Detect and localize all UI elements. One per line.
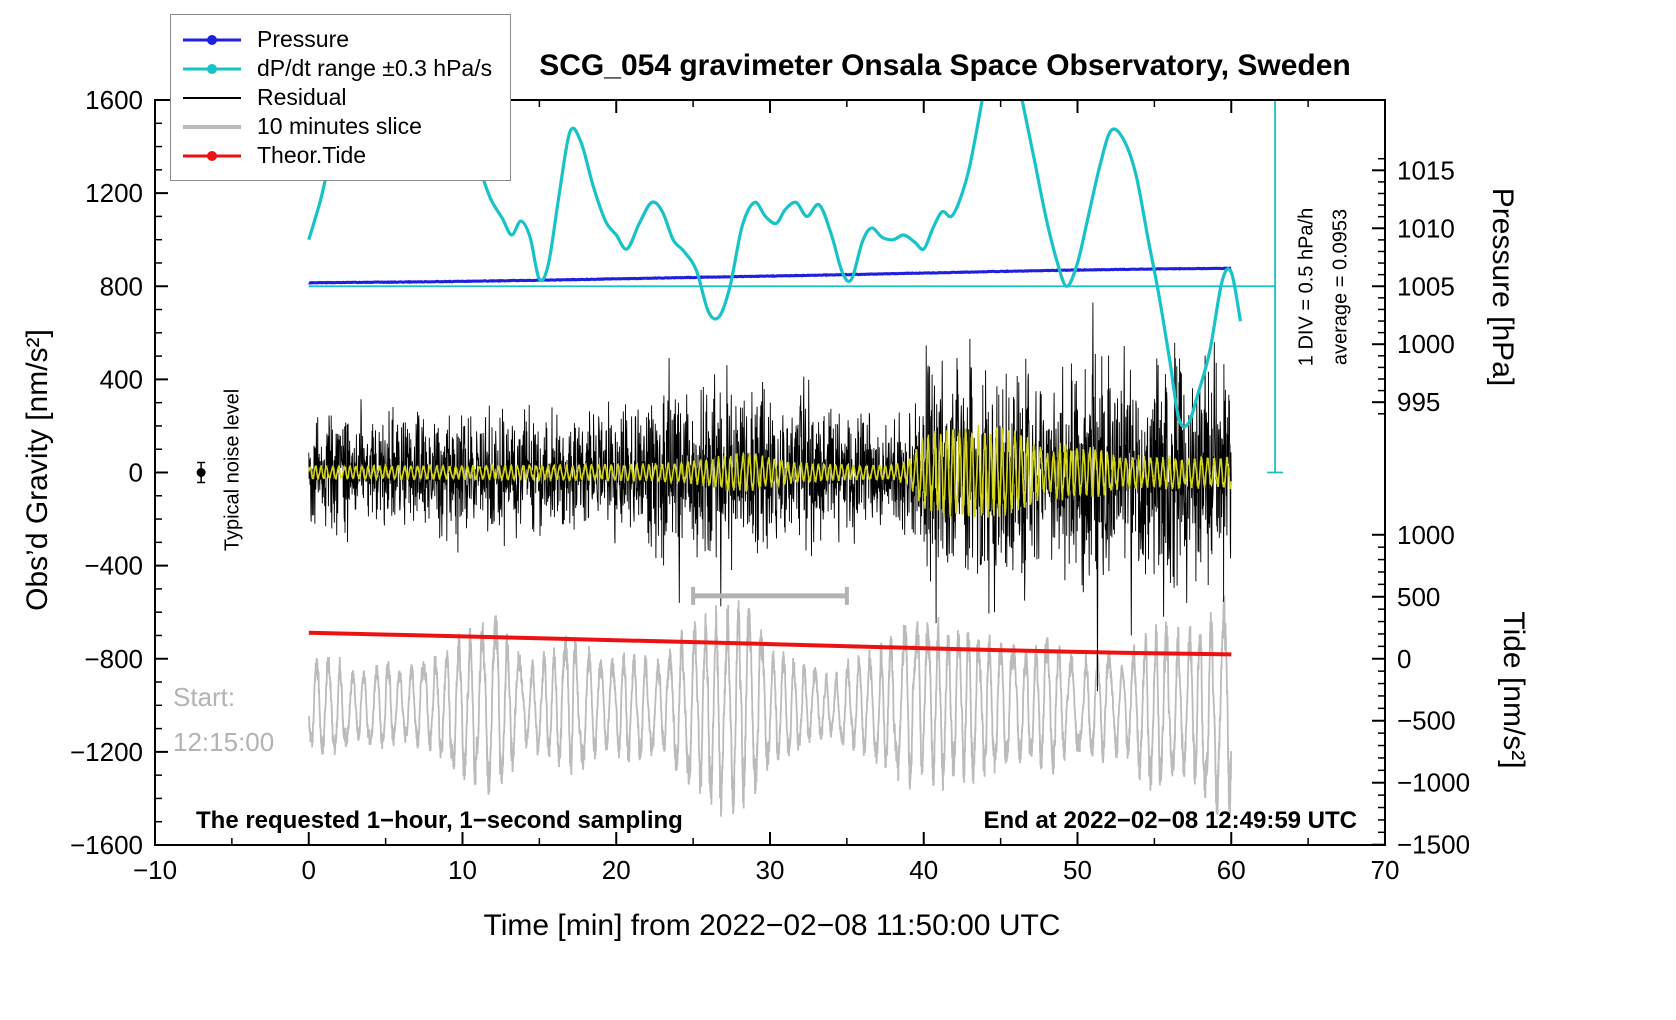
legend-label: 10 minutes slice xyxy=(257,113,422,139)
legend: Pressure dP/dt range ±0.3 hPa/s Residual 10… xyxy=(170,14,512,181)
svg-text:−1000: −1000 xyxy=(1397,768,1470,798)
svg-text:0: 0 xyxy=(1397,644,1411,674)
legend-item: Pressure xyxy=(183,25,492,54)
svg-text:−1500: −1500 xyxy=(1397,830,1470,860)
legend-item: Residual xyxy=(183,83,492,112)
svg-text:1010: 1010 xyxy=(1397,213,1455,243)
legend-marker-icon xyxy=(183,150,241,162)
sampling-note: The requested 1−hour, 1−second sampling xyxy=(196,807,683,834)
legend-marker-icon xyxy=(183,63,241,75)
svg-text:−800: −800 xyxy=(84,644,143,674)
svg-text:1600: 1600 xyxy=(85,85,143,115)
legend-label: dP/dt range ±0.3 hPa/s xyxy=(257,55,493,81)
svg-text:−1200: −1200 xyxy=(70,737,143,767)
end-note: End at 2022−02−08 12:49:59 UTC xyxy=(983,807,1357,834)
chart-title: SCG_054 gravimeter Onsala Space Observat… xyxy=(539,49,1351,82)
legend-item: Theor.Tide xyxy=(183,141,492,170)
legend-label: Residual xyxy=(257,84,347,110)
svg-text:500: 500 xyxy=(1397,582,1440,612)
div-scale-label: 1 DIV = 0.5 hPa/h xyxy=(1295,207,1318,367)
legend-marker-icon xyxy=(183,121,241,133)
svg-text:−10: −10 xyxy=(133,855,177,885)
svg-text:70: 70 xyxy=(1371,855,1400,885)
legend-item: 10 minutes slice xyxy=(183,112,492,141)
svg-text:−500: −500 xyxy=(1397,706,1456,736)
svg-text:30: 30 xyxy=(756,855,785,885)
svg-text:400: 400 xyxy=(100,364,143,394)
svg-text:10: 10 xyxy=(448,855,477,885)
legend-label: Theor.Tide xyxy=(257,142,367,168)
svg-text:800: 800 xyxy=(100,271,143,301)
svg-text:1000: 1000 xyxy=(1397,329,1455,359)
svg-text:1200: 1200 xyxy=(85,178,143,208)
typical-noise-label: Typical noise level xyxy=(221,388,244,552)
average-label: average = 0.0953 xyxy=(1329,208,1352,366)
pressure-axis-label: Pressure [hPa] xyxy=(1486,187,1519,387)
svg-text:1015: 1015 xyxy=(1397,155,1455,185)
svg-text:0: 0 xyxy=(302,855,316,885)
start-time: 12:15:00 xyxy=(173,727,275,757)
svg-text:60: 60 xyxy=(1217,855,1246,885)
gravity-axis-label: Obs’d Gravity [nm/s²] xyxy=(21,329,54,611)
legend-marker-icon xyxy=(183,92,241,104)
legend-marker-icon xyxy=(183,34,241,46)
svg-text:−400: −400 xyxy=(84,551,143,581)
svg-text:0: 0 xyxy=(129,458,143,488)
legend-label: Pressure xyxy=(257,26,350,52)
legend-item: dP/dt range ±0.3 hPa/s xyxy=(183,54,492,83)
svg-text:−1600: −1600 xyxy=(70,830,143,860)
svg-text:1005: 1005 xyxy=(1397,271,1455,301)
svg-text:995: 995 xyxy=(1397,387,1440,417)
svg-text:50: 50 xyxy=(1063,855,1092,885)
tide-axis-label: Tide [nm/s²] xyxy=(1497,611,1530,769)
svg-text:40: 40 xyxy=(909,855,938,885)
start-label: Start: xyxy=(173,682,236,712)
x-axis-label: Time [min] from 2022−02−08 11:50:00 UTC xyxy=(483,909,1061,942)
svg-text:20: 20 xyxy=(602,855,631,885)
svg-text:1000: 1000 xyxy=(1397,520,1455,550)
